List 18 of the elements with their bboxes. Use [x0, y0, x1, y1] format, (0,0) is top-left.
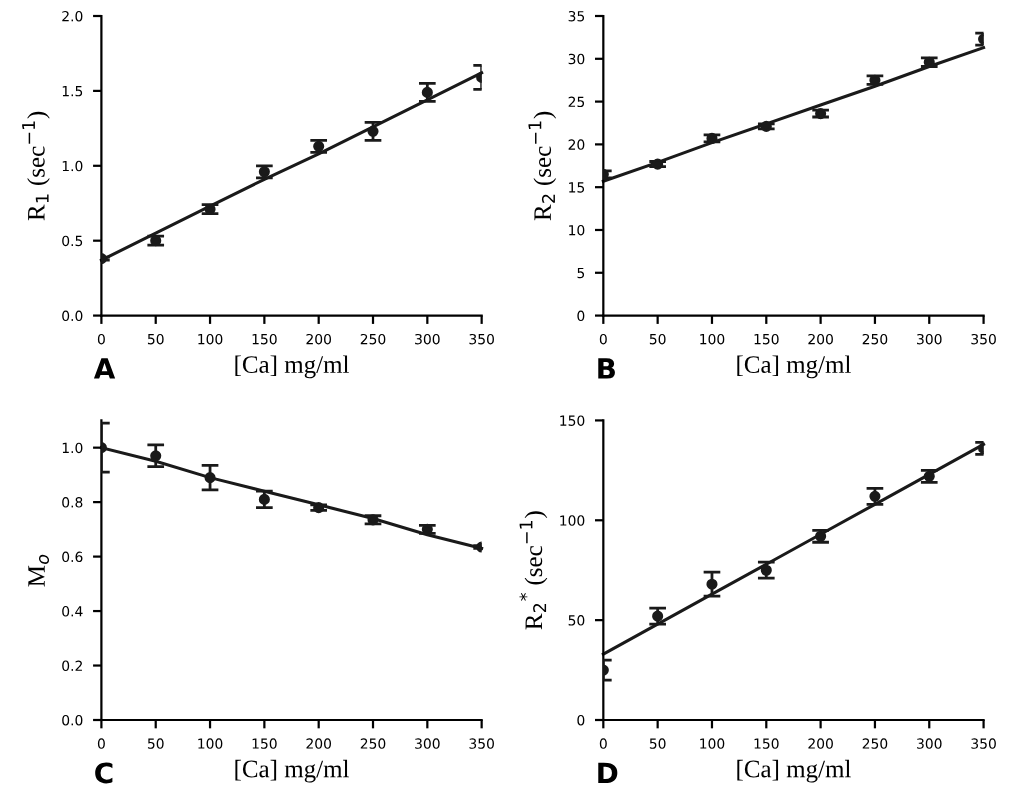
text: C [95, 762, 113, 784]
text: B [598, 358, 615, 379]
point [815, 530, 827, 542]
text: D [598, 762, 618, 784]
point [706, 578, 718, 590]
point [815, 108, 827, 120]
y-axis-title: M$_{o}$ [28, 554, 50, 587]
point [150, 450, 162, 462]
x-axis-title: [Ca] mg/ml [737, 355, 851, 379]
y-axis-title: R$_{2}$$^{*}$ (sec$^{−1}$) [519, 511, 548, 630]
point [204, 472, 216, 484]
x-axis-title: [Ca] mg/ml [235, 759, 349, 783]
y-axis-title: R$_{1}$ (sec$^{−1}$) [22, 111, 50, 221]
x-axis-title: [Ca] mg/ml [235, 355, 349, 379]
text: A [93, 358, 116, 379]
y-axis-title: R$_{2}$ (sec$^{−1}$) [528, 111, 557, 221]
line-series [99, 71, 484, 262]
x-axis-title: [Ca] mg/ml [737, 759, 851, 783]
